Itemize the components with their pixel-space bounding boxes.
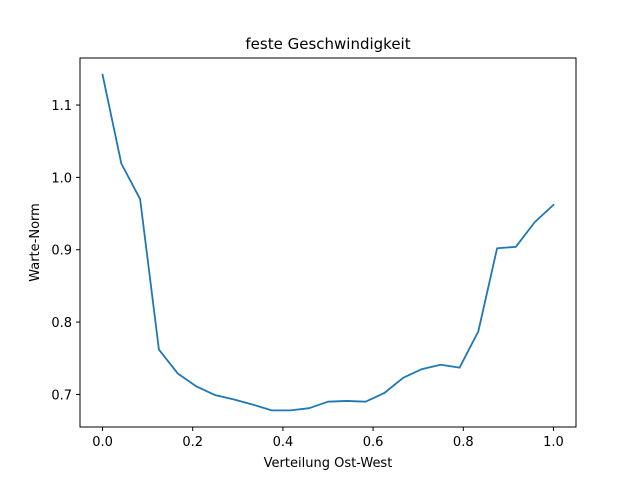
x-tick-label: 0.8 [453, 435, 474, 450]
y-tick-label: 0.7 [51, 388, 72, 403]
chart-title: feste Geschwindigkeit [245, 35, 410, 53]
x-tick-label: 0.4 [273, 435, 294, 450]
y-axis-ticks: 0.7 0.8 0.9 1.0 1.1 [51, 99, 80, 403]
x-tick-label: 1.0 [543, 435, 564, 450]
x-axis-label: Verteilung Ost-West [264, 456, 393, 471]
x-tick-label: 0.6 [363, 435, 384, 450]
x-tick-label: 0.0 [92, 435, 113, 450]
y-tick-label: 0.9 [51, 244, 72, 259]
axes-frame [79, 57, 577, 428]
series-line [101, 73, 555, 412]
y-tick-label: 1.0 [51, 171, 72, 186]
y-tick-label: 0.8 [51, 316, 72, 331]
y-axis-label: Warte-Norm [28, 203, 43, 282]
x-axis-ticks: 0.0 0.2 0.4 0.6 0.8 1.0 [92, 427, 564, 450]
x-tick-label: 0.2 [182, 435, 203, 450]
y-tick-label: 1.1 [51, 99, 72, 114]
plot-area [101, 73, 555, 412]
